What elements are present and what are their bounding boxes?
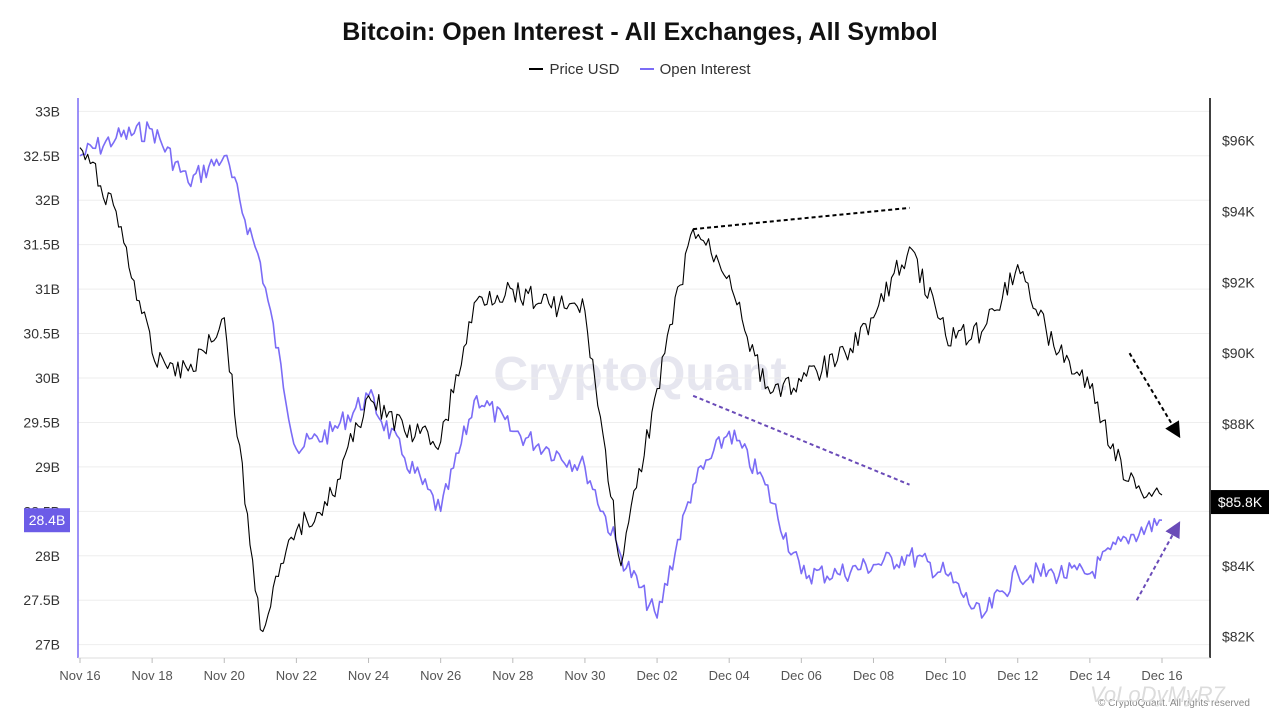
badge-right-text: $85.8K: [1218, 494, 1263, 510]
x-axis: Nov 16 Nov 18 Nov 20 Nov 22 Nov 24 Nov 26 Nov …: [59, 658, 1183, 683]
x-tick-label: Dec 08: [853, 668, 894, 683]
legend-item-open-interest[interactable]: Open Interest: [639, 61, 751, 78]
copyright-text: © CryptoQuant. All rights reserved: [1098, 698, 1250, 709]
y-left-tick-label: 27B: [35, 637, 60, 653]
x-tick-label: Nov 22: [276, 668, 317, 683]
y-left-tick-label: 29B: [35, 459, 60, 475]
trend-arrow-price-down: [1128, 352, 1181, 439]
brand-signature: VoLoDyMyR7: [1090, 682, 1226, 707]
y-axis-right: $96K$94K$92K$90K$88K$86K$84K$82K: [1222, 133, 1255, 645]
badge-right-bg: [1211, 490, 1269, 515]
badge-left-bg: [24, 508, 70, 533]
y-right-tick-label: $94K: [1222, 203, 1255, 219]
x-tick-label: Nov 20: [204, 668, 245, 683]
y-left-tick-label: 32B: [35, 192, 60, 208]
trend-line-price-high: [693, 206, 910, 231]
grid: [78, 110, 1210, 646]
y-right-tick-label: $84K: [1222, 558, 1255, 574]
trend-annotations: [692, 206, 1181, 601]
y-left-tick-label: 30.5B: [23, 326, 60, 342]
y-left-tick-label: 27.5B: [23, 592, 60, 608]
current-value-badges: 28.4B $85.8K: [24, 490, 1269, 533]
x-tick-label: Nov 18: [132, 668, 173, 683]
y-right-tick-label: $82K: [1222, 629, 1255, 645]
x-tick-label: Dec 12: [997, 668, 1038, 683]
x-tick-label: Dec 10: [925, 668, 966, 683]
y-right-tick-label: $92K: [1222, 274, 1255, 290]
y-left-tick-label: 31.5B: [23, 237, 60, 253]
y-left-tick-label: 29.5B: [23, 414, 60, 430]
x-tick-label: Dec 06: [781, 668, 822, 683]
series-lines: [79, 121, 1163, 633]
x-tick-label: Dec 04: [709, 668, 750, 683]
x-tick-label: Dec 02: [636, 668, 677, 683]
legend-swatch-price: [529, 68, 544, 71]
x-tick-label: Nov 26: [420, 668, 461, 683]
y-left-tick-label: 32.5B: [23, 148, 60, 164]
x-tick-label: Dec 14: [1069, 668, 1110, 683]
legend-label-price: Price USD: [549, 61, 620, 78]
badge-left-text: 28.4B: [29, 512, 66, 528]
x-tick-label: Nov 24: [348, 668, 389, 683]
y-left-tick-label: 33B: [35, 103, 60, 119]
y-axis-left: 33B32.5B32B31.5B31B30.5B30B29.5B29B28.5B…: [23, 103, 60, 652]
y-right-tick-label: $90K: [1222, 345, 1255, 361]
y-left-tick-label: 28B: [35, 548, 60, 564]
x-tick-label: Nov 28: [492, 668, 533, 683]
axes: [77, 98, 1211, 659]
x-tick-label: Dec 16: [1141, 668, 1182, 683]
legend-label-open-interest: Open Interest: [659, 61, 751, 78]
y-left-tick-label: 30B: [35, 370, 60, 386]
series-line-open-interest: [79, 121, 1163, 619]
legend: Price USD Open Interest: [0, 61, 1280, 78]
y-left-tick-label: 31B: [35, 281, 60, 297]
series-line-price: [79, 147, 1163, 633]
x-tick-label: Nov 30: [564, 668, 605, 683]
x-tick-label: Nov 16: [59, 668, 100, 683]
trend-line-oi-decline: [692, 394, 910, 486]
chart-title: Bitcoin: Open Interest - All Exchanges, …: [342, 18, 938, 46]
legend-swatch-open-interest: [639, 68, 654, 71]
legend-item-price[interactable]: Price USD: [529, 61, 619, 78]
y-right-tick-label: $88K: [1222, 416, 1255, 432]
watermark: CryptoQuant: [493, 348, 786, 401]
y-right-tick-label: $96K: [1222, 133, 1255, 149]
trend-arrow-oi-up: [1135, 521, 1181, 601]
